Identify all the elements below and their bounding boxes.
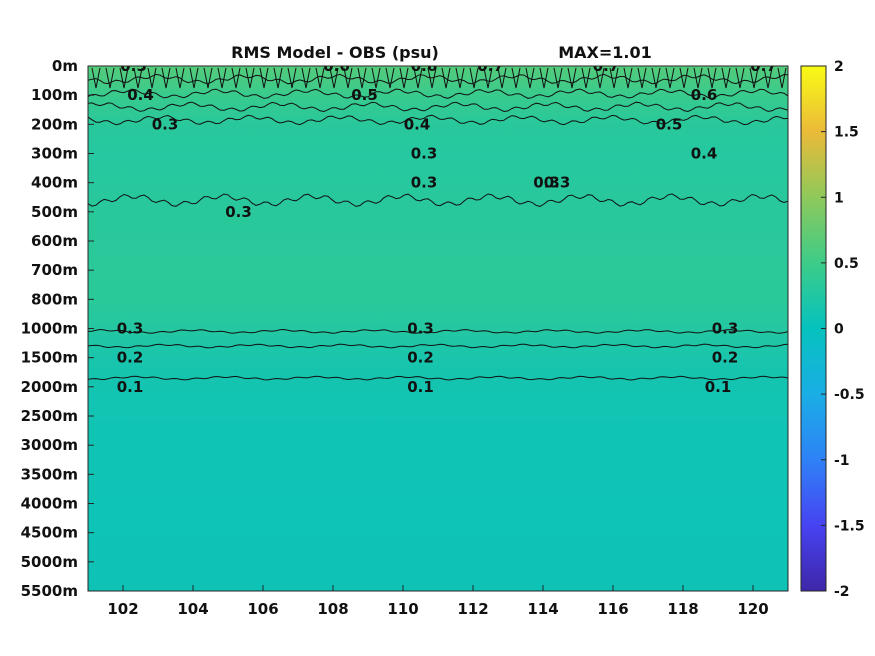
y-tick-label: 2500m bbox=[21, 407, 78, 425]
contour-label: 0.1 bbox=[117, 378, 144, 396]
contour-label: 0.3 bbox=[152, 115, 179, 133]
colorbar-tick-label: -2 bbox=[834, 584, 850, 600]
colorbar-ticks: 2 1.5 1 0.5 0 -0.5 -1 -1.5 -2 bbox=[821, 59, 865, 600]
contour-label: 0.3 bbox=[411, 145, 438, 163]
y-tick-label: 3000m bbox=[21, 436, 78, 454]
salinity-rms-field bbox=[88, 66, 788, 591]
contour-label: 0.1 bbox=[407, 378, 434, 396]
chart-title: RMS Model - OBS (psu) bbox=[231, 43, 439, 62]
y-tick-label: 500m bbox=[31, 203, 78, 221]
x-tick-label: 108 bbox=[317, 600, 348, 618]
contour-label: 0.1 bbox=[705, 378, 732, 396]
contour-label: 0.2 bbox=[407, 349, 434, 367]
contour-label: 0.3 bbox=[712, 320, 739, 338]
y-tick-label: 400m bbox=[31, 174, 78, 192]
y-tick-label: 1000m bbox=[21, 320, 78, 338]
colorbar-tick-label: 1.5 bbox=[834, 125, 859, 141]
contour-line bbox=[88, 343, 788, 349]
x-tick-label: 102 bbox=[107, 600, 138, 618]
x-tick-label: 118 bbox=[667, 600, 698, 618]
contour-lines bbox=[88, 67, 788, 381]
x-tick-label: 104 bbox=[177, 600, 208, 618]
contour-label: 0.7 bbox=[477, 57, 504, 75]
colorbar-tick-label: 1 bbox=[834, 190, 844, 206]
y-tick-label: 3500m bbox=[21, 465, 78, 483]
x-axis: 102 104 106 108 110 112 114 116 118 120 bbox=[107, 585, 769, 618]
contour-label: 0.2 bbox=[712, 349, 739, 367]
x-tick-label: 120 bbox=[737, 600, 768, 618]
colorbar-tick-label: -0.5 bbox=[834, 387, 865, 403]
x-tick-label: 106 bbox=[247, 600, 278, 618]
plot-area: 0.50.40.30.6 0.60.50.40.30.7 0.7 0.70.60.50… bbox=[88, 57, 788, 591]
contour-label: 0.3 bbox=[411, 174, 438, 192]
y-tick-label: 300m bbox=[31, 145, 78, 163]
contour-line bbox=[91, 67, 787, 89]
y-tick-label: 1500m bbox=[21, 349, 78, 367]
colorbar-tick-label: -1.5 bbox=[834, 518, 865, 534]
contour-line bbox=[88, 114, 788, 126]
contour-label: 0.7 bbox=[750, 57, 777, 75]
contour-label: 0.6 bbox=[411, 57, 438, 75]
contour-line bbox=[88, 101, 788, 113]
contour-line bbox=[88, 88, 788, 100]
colorbar-tick-label: 0.5 bbox=[834, 256, 859, 272]
y-tick-label: 700m bbox=[31, 261, 78, 279]
contour-label: 0.6 bbox=[323, 57, 350, 75]
y-tick-label: 200m bbox=[31, 115, 78, 133]
x-tick-label: 116 bbox=[597, 600, 628, 618]
contour-label: 0.3 bbox=[117, 320, 144, 338]
colorbar-tick-label: -1 bbox=[834, 453, 850, 469]
colorbar-tick-label: 2 bbox=[834, 59, 844, 75]
x-tick-label: 110 bbox=[387, 600, 418, 618]
contour-label: 0.5 bbox=[656, 115, 683, 133]
y-tick-label: 800m bbox=[31, 290, 78, 308]
contour-label: 0.5 bbox=[120, 57, 147, 75]
y-tick-label: 2000m bbox=[21, 378, 78, 396]
contour-label: 0.3 bbox=[544, 174, 571, 192]
contour-labels: 0.50.40.30.6 0.60.50.40.30.7 0.7 0.70.60.50… bbox=[117, 57, 777, 396]
contour-label: 0.4 bbox=[691, 145, 718, 163]
y-axis: 0m 100m 200m 300m 400m 500m 600m 700m 800m 1000m 1… bbox=[21, 57, 94, 600]
y-tick-label: 600m bbox=[31, 232, 78, 250]
y-tick-label: 100m bbox=[31, 86, 78, 104]
contour-label: 0.3 bbox=[533, 174, 560, 192]
contour-label: 0.3 bbox=[225, 203, 252, 221]
x-tick-label: 114 bbox=[527, 600, 558, 618]
y-tick-label: 4000m bbox=[21, 495, 78, 513]
y-tick-label: 4500m bbox=[21, 524, 78, 542]
contour-label: 0.4 bbox=[404, 115, 431, 133]
contour-label: 0.3 bbox=[407, 320, 434, 338]
contour-label: 0.5 bbox=[351, 86, 378, 104]
x-tick-label: 112 bbox=[457, 600, 488, 618]
colorbar-tick-label: 0 bbox=[834, 322, 844, 338]
contour-line bbox=[88, 375, 788, 381]
contour-line bbox=[88, 193, 788, 207]
contour-label: 0.6 bbox=[691, 86, 718, 104]
contour-label: 0.4 bbox=[127, 86, 154, 104]
y-tick-label: 5000m bbox=[21, 553, 78, 571]
max-value-label: MAX=1.01 bbox=[558, 43, 652, 62]
contour-label: 0.2 bbox=[117, 349, 144, 367]
y-tick-label: 5500m bbox=[21, 582, 78, 600]
y-tick-label: 0m bbox=[52, 57, 78, 75]
contour-line bbox=[88, 328, 788, 334]
contour-label: 0.7 bbox=[593, 57, 620, 75]
